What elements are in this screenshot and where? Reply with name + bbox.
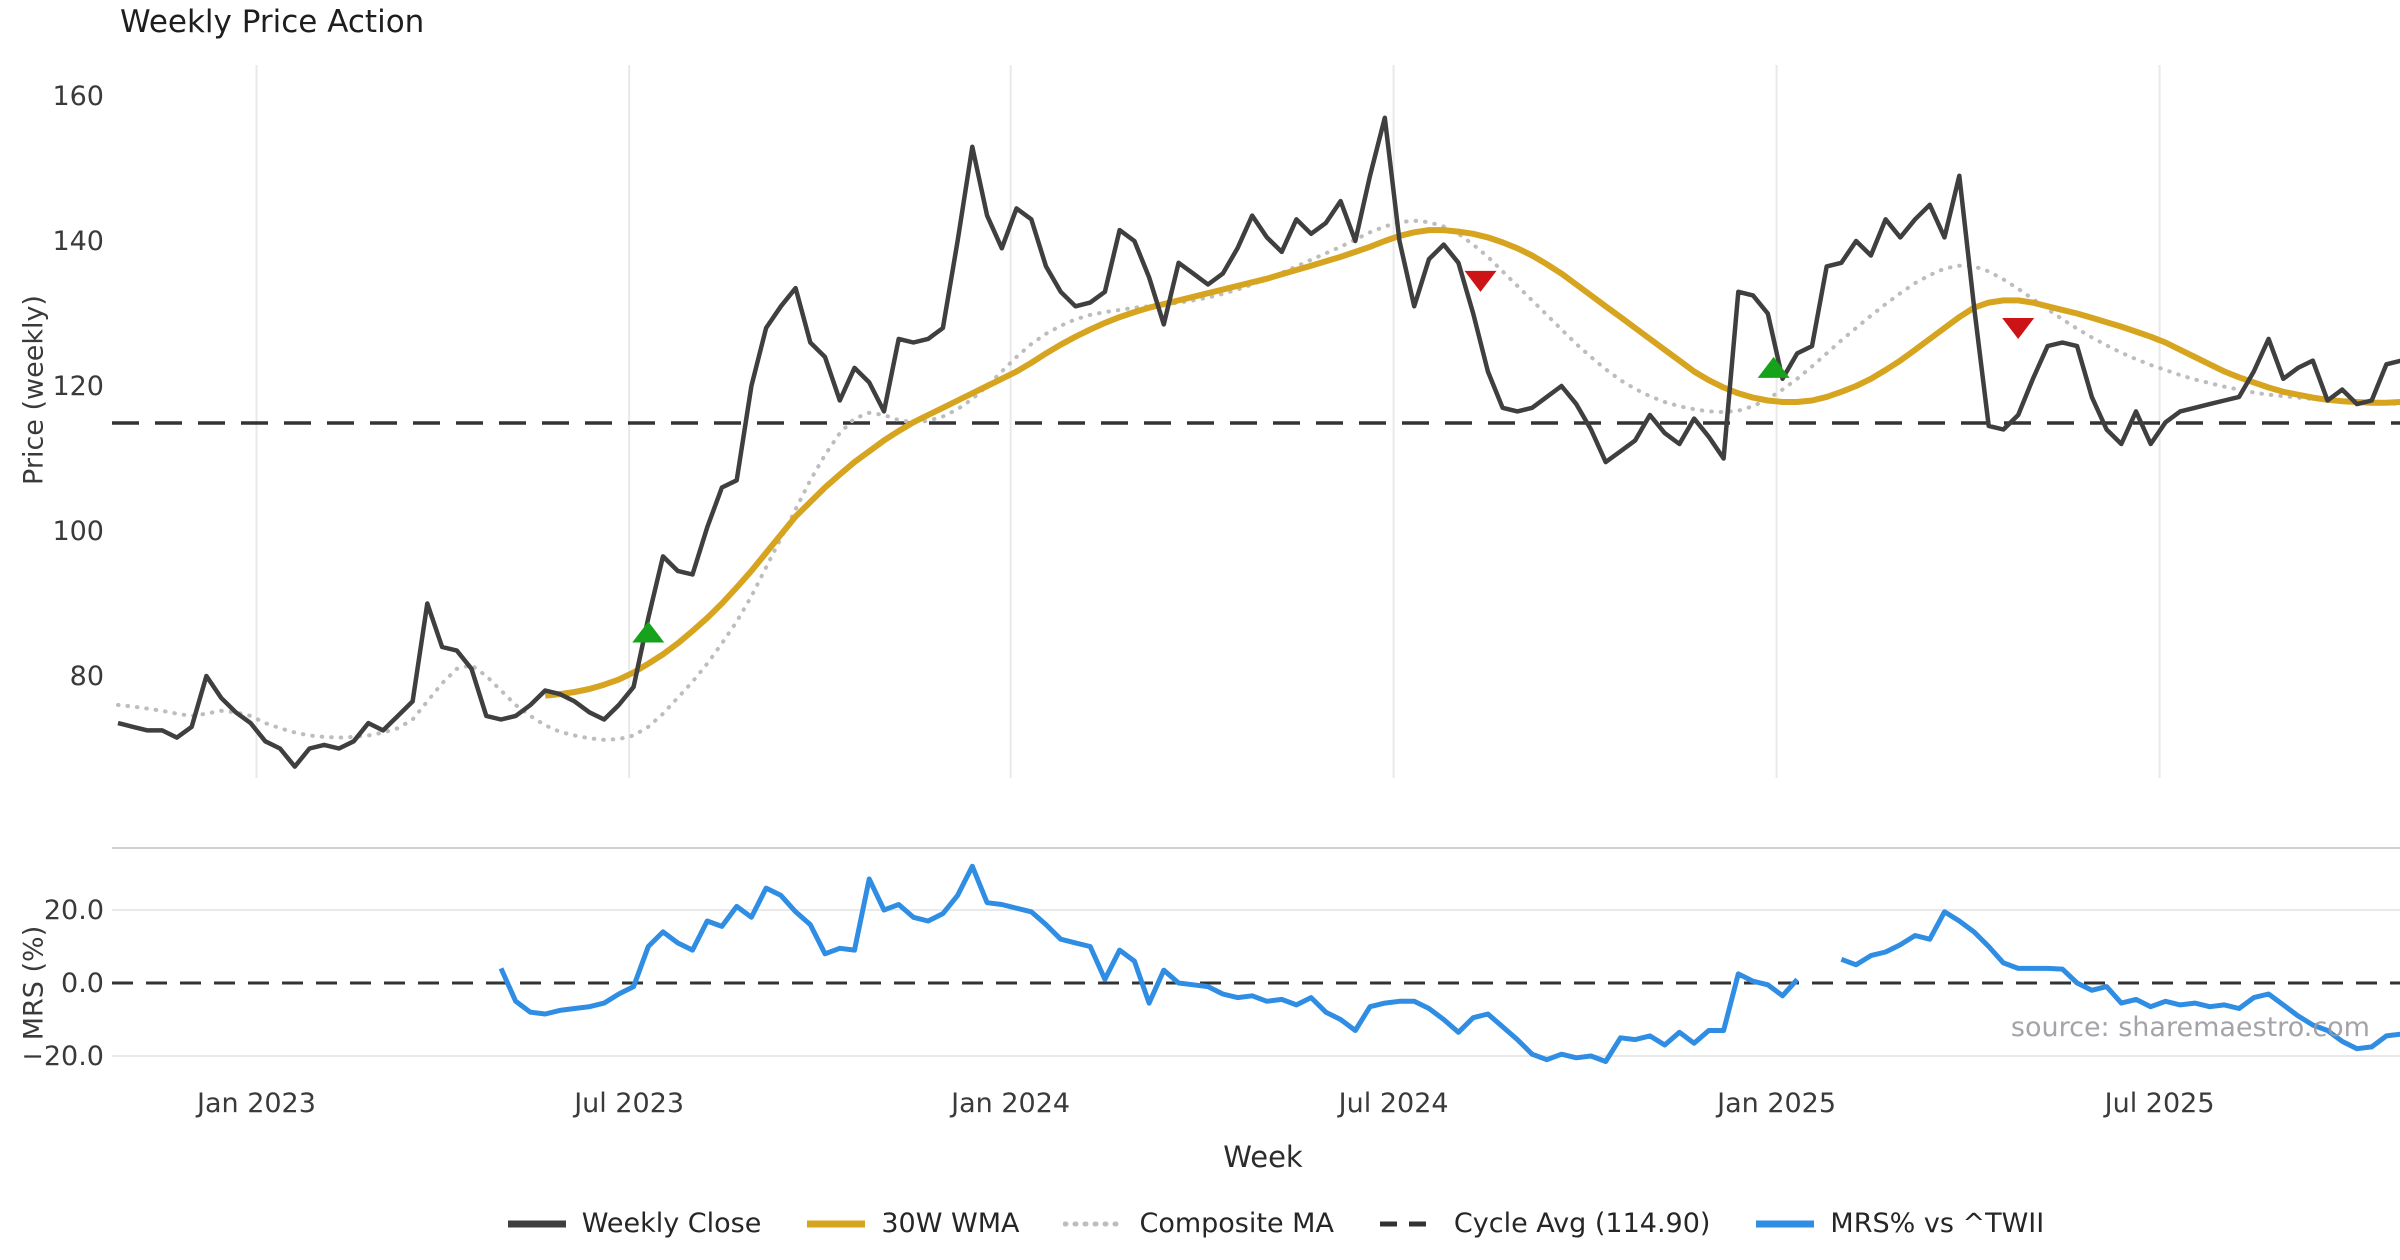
legend-label: Composite MA — [1139, 1208, 1334, 1239]
price-ytick-label: 140 — [52, 226, 104, 257]
wma-line — [544, 227, 2400, 699]
composite-ma-line — [116, 218, 2400, 742]
weekly-close-swatch-icon — [507, 1220, 566, 1227]
sell-marker-icon — [2002, 318, 2035, 339]
legend-item-mrs: MRS% vs ^TWII — [1754, 1208, 2044, 1239]
price-ytick-label: 100 — [52, 516, 104, 547]
legend-label: Cycle Avg (114.90) — [1453, 1208, 1711, 1239]
price-ytick-label: 80 — [70, 661, 104, 692]
x-tick-label: Jan 2023 — [195, 1088, 316, 1119]
week-axis-label: Week — [1223, 1140, 1303, 1174]
price-ytick-label: 120 — [52, 371, 104, 402]
x-tick-label: Jul 2024 — [1337, 1088, 1449, 1119]
legend-item-wma: 30W WMA — [805, 1208, 1019, 1239]
legend-label: MRS% vs ^TWII — [1830, 1208, 2045, 1239]
legend-label: Weekly Close — [581, 1208, 762, 1239]
source-note: source: sharemaestro.com — [2010, 1012, 2370, 1043]
x-tick-label: Jan 2024 — [949, 1088, 1070, 1119]
x-tick-label: Jul 2025 — [2103, 1088, 2215, 1119]
sell-marker-icon — [1464, 270, 1497, 292]
legend-item-weekly-close: Weekly Close — [506, 1208, 762, 1239]
buy-marker-icon — [1757, 356, 1790, 378]
buy-marker-icon — [632, 621, 665, 643]
mrs-ytick-label: −20.0 — [21, 1041, 104, 1072]
legend-label: 30W WMA — [881, 1208, 1020, 1239]
price-ytick-label: 160 — [52, 81, 104, 112]
chart-title: Weekly Price Action — [120, 4, 425, 40]
mrs-ytick-label: 20.0 — [44, 895, 104, 926]
cycle-avg-swatch-icon — [1379, 1221, 1438, 1226]
legend-item-cycle-avg: Cycle Avg (114.90) — [1378, 1208, 1711, 1239]
legend: Weekly Close 30W WMA Composite MA Cycle … — [0, 1208, 2400, 1239]
wma-swatch-icon — [807, 1220, 866, 1227]
mrs-ytick-label: 0.0 — [61, 968, 104, 999]
x-tick-label: Jul 2023 — [572, 1088, 684, 1119]
mrs-swatch-icon — [1756, 1220, 1815, 1227]
legend-item-composite: Composite MA — [1063, 1208, 1334, 1239]
mrs-line — [498, 863, 2400, 1064]
x-tick-label: Jan 2025 — [1715, 1088, 1836, 1119]
composite-swatch-icon — [1063, 1221, 1126, 1226]
weekly-close-line — [117, 115, 2400, 769]
